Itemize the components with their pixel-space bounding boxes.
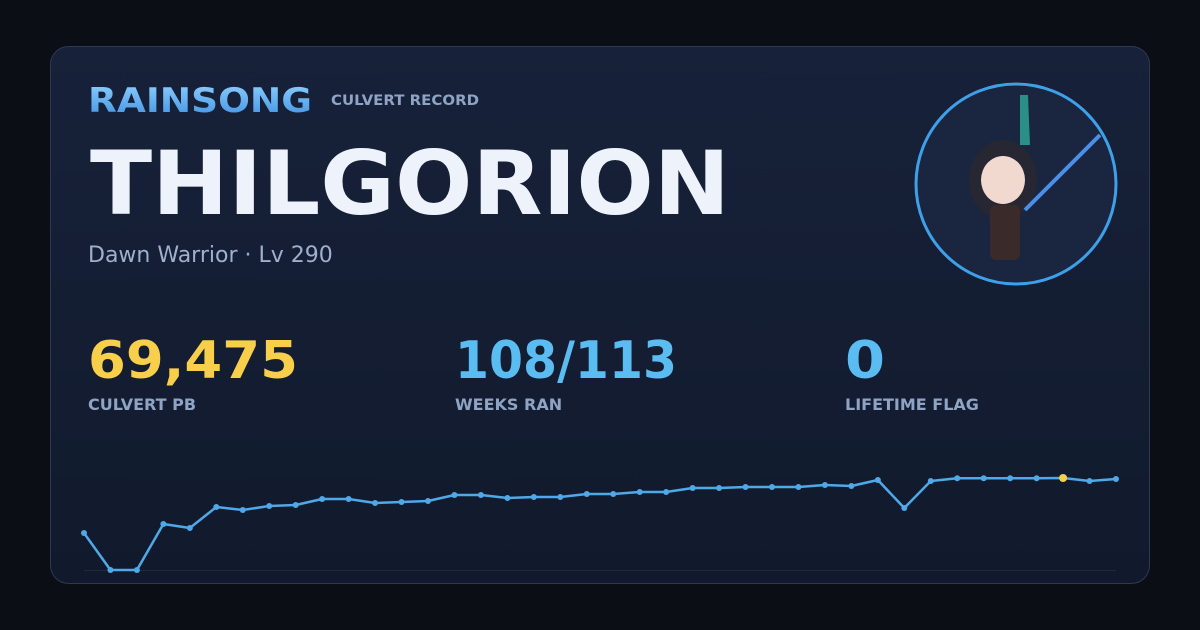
stat-label: CULVERT PB xyxy=(88,395,196,414)
sparkline-point xyxy=(345,496,352,503)
sparkline-point xyxy=(980,475,987,482)
sparkline-point xyxy=(1033,475,1040,482)
sparkline-point xyxy=(81,530,87,537)
player-name: THILGORION xyxy=(90,132,730,235)
sparkline-point xyxy=(1086,478,1093,485)
stat-value: 69,475 xyxy=(88,331,298,391)
sparkline-point xyxy=(530,494,537,501)
stat-value: 108/113 xyxy=(455,331,677,391)
tag: CULVERT RECORD xyxy=(331,93,479,109)
sparkline-point xyxy=(795,484,802,491)
avatar xyxy=(914,82,1118,286)
sparkline-point xyxy=(504,495,511,502)
sparkline-point xyxy=(239,507,246,514)
sparkline-point xyxy=(133,567,140,573)
stat-value: 0 xyxy=(845,331,885,391)
sparkline-point xyxy=(927,478,934,485)
sparkline-point xyxy=(769,484,775,491)
sparkline-point xyxy=(425,498,431,505)
sparkline-point xyxy=(901,505,908,512)
subtitle: Dawn Warrior · Lv 290 xyxy=(88,243,333,268)
sparkline-point xyxy=(742,484,749,491)
card xyxy=(50,46,1150,584)
stat-label: WEEKS RAN xyxy=(455,395,562,414)
sparkline-point xyxy=(398,499,405,506)
sparkline-point xyxy=(319,496,326,503)
sparkline-point xyxy=(848,483,855,490)
sparkline-point xyxy=(477,492,484,499)
sparkline-point xyxy=(1113,476,1119,483)
avatar-sword xyxy=(1023,133,1102,212)
sparkline-point xyxy=(954,475,961,482)
stats: 69,475 CULVERT PB 108/113 WEEKS RAN 0 LIFETIM… xyxy=(88,331,979,414)
sparkline-point xyxy=(610,491,617,498)
sparkline-point xyxy=(663,489,670,496)
sparkline-point xyxy=(1007,475,1014,482)
sparkline-point xyxy=(213,504,220,511)
sparkline-point xyxy=(160,521,167,528)
chart xyxy=(81,474,1119,573)
avatar-ear xyxy=(1020,95,1030,145)
stat-label: LIFETIME FLAG xyxy=(845,395,979,414)
sparkline-point xyxy=(636,489,643,496)
avatar-body xyxy=(990,205,1020,260)
sparkline-point xyxy=(266,503,273,510)
avatar-face xyxy=(981,156,1025,204)
sparkline-point xyxy=(716,485,723,492)
sparkline-point xyxy=(583,491,590,498)
sparkline-point xyxy=(451,492,458,499)
sparkline-point xyxy=(689,485,696,492)
sparkline-point xyxy=(1059,474,1068,482)
sparkline-point xyxy=(186,525,193,532)
sparkline-point xyxy=(107,567,114,573)
sparkline-point xyxy=(372,500,379,507)
brand: RAINSONG xyxy=(88,81,312,121)
sparkline-point xyxy=(821,482,828,489)
sparkline-point xyxy=(292,502,299,509)
sparkline-point xyxy=(557,494,564,501)
sparkline xyxy=(82,476,1117,572)
sparkline-point xyxy=(874,477,881,484)
